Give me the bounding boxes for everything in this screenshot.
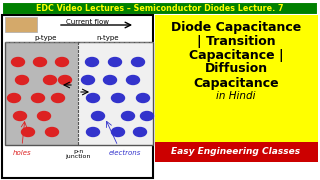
Ellipse shape	[82, 75, 94, 84]
Bar	[155, 15, 318, 162]
Text: Current flow: Current flow	[67, 19, 109, 25]
Text: Capacitance |: Capacitance |	[189, 48, 283, 62]
Text: Easy Engineering Classes: Easy Engineering Classes	[172, 147, 300, 156]
Ellipse shape	[7, 93, 20, 102]
Text: holes: holes	[13, 150, 31, 156]
Ellipse shape	[111, 127, 124, 136]
Text: Capacitance: Capacitance	[193, 76, 279, 89]
Ellipse shape	[59, 75, 71, 84]
Bar	[5, 42, 78, 145]
Bar	[2, 2, 318, 15]
Ellipse shape	[108, 57, 122, 66]
Ellipse shape	[103, 75, 116, 84]
Ellipse shape	[21, 127, 35, 136]
Text: electrons: electrons	[109, 150, 141, 156]
Text: p-type: p-type	[35, 35, 57, 41]
Ellipse shape	[55, 57, 68, 66]
Ellipse shape	[13, 111, 27, 120]
Ellipse shape	[137, 93, 149, 102]
Bar	[5, 17, 37, 32]
Ellipse shape	[140, 111, 154, 120]
Text: Diode Capacitance: Diode Capacitance	[171, 21, 301, 33]
Bar	[78, 42, 153, 145]
Ellipse shape	[133, 127, 147, 136]
Ellipse shape	[34, 57, 46, 66]
Ellipse shape	[92, 111, 105, 120]
Ellipse shape	[85, 57, 99, 66]
Text: EDC Video Lectures – Semiconductor Diodes Lecture. 7: EDC Video Lectures – Semiconductor Diode…	[36, 4, 284, 13]
Ellipse shape	[126, 75, 140, 84]
Bar	[155, 142, 318, 162]
Ellipse shape	[45, 127, 59, 136]
Ellipse shape	[111, 93, 124, 102]
Bar	[5, 42, 153, 145]
Ellipse shape	[15, 75, 28, 84]
Text: p-n
junction: p-n junction	[65, 149, 91, 159]
Ellipse shape	[37, 111, 51, 120]
Ellipse shape	[86, 93, 100, 102]
Text: Diffusion: Diffusion	[204, 62, 268, 75]
Ellipse shape	[52, 93, 65, 102]
Text: | Transition: | Transition	[197, 35, 275, 48]
Text: n-type: n-type	[97, 35, 119, 41]
Ellipse shape	[31, 93, 44, 102]
Ellipse shape	[44, 75, 57, 84]
Bar	[2, 15, 153, 178]
Ellipse shape	[12, 57, 25, 66]
Ellipse shape	[86, 127, 100, 136]
Ellipse shape	[132, 57, 145, 66]
Text: in Hindi: in Hindi	[216, 91, 256, 101]
Ellipse shape	[122, 111, 134, 120]
